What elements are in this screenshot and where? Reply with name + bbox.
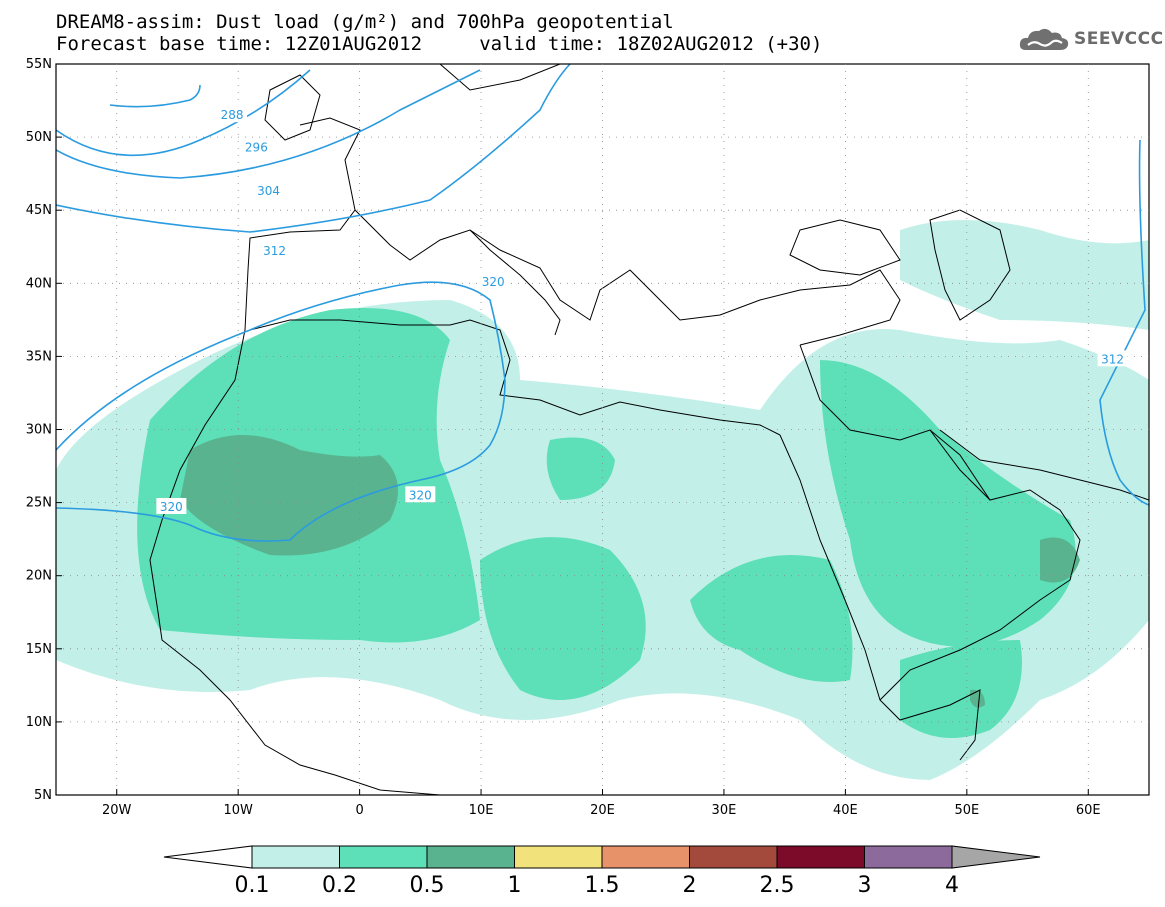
colorbar-under-triangle <box>163 845 253 869</box>
coastline-africa-europe <box>149 117 441 795</box>
colorbar-segment <box>689 845 778 869</box>
seevccc-logo: SEEVCCC <box>1018 22 1164 56</box>
contour-label-bg <box>241 138 272 155</box>
contour-label: 320 <box>482 275 505 289</box>
colorbar-over-triangle <box>951 845 1041 869</box>
contour-label: 288 <box>221 108 244 122</box>
coastline-scandinavia <box>439 64 561 91</box>
lon-tick-label: 0 <box>355 803 363 818</box>
contour-label: 320 <box>160 500 183 514</box>
lat-tick-label: 15N <box>26 642 52 657</box>
colorbar-label: 0.2 <box>322 873 357 898</box>
dust-area-0.5-oman <box>1040 537 1080 583</box>
dust-area-0.2-sudan <box>690 555 853 682</box>
contour-label-bg <box>156 497 187 514</box>
colorbar-label: 3 <box>858 873 872 898</box>
lon-tick-label: 10W <box>223 803 253 818</box>
coastlines <box>149 64 1149 795</box>
colorbar-label: 1.5 <box>585 873 620 898</box>
contour-label-bg <box>253 182 284 199</box>
colorbar-label: 2 <box>683 873 697 898</box>
lon-tick-label: 30E <box>712 803 737 818</box>
colorbar-label: 0.5 <box>410 873 445 898</box>
lon-tick-label: 60E <box>1076 803 1101 818</box>
contour-296 <box>56 69 311 157</box>
contour-304 <box>56 69 481 179</box>
colorbar-label: 1 <box>508 873 522 898</box>
longitude-axis: 20W 10W 0 10E 20E 30E 40E 50E 60E <box>102 789 1101 818</box>
contour-label-bg <box>478 272 509 289</box>
lat-tick-label: 20N <box>26 569 52 584</box>
dust-area-0.2-libya <box>546 437 615 500</box>
coastline-british-isles <box>264 74 321 141</box>
lat-tick-label: 35N <box>26 349 52 364</box>
coastline-persian-gulf <box>929 429 991 501</box>
lon-tick-label: 20W <box>102 803 132 818</box>
lat-tick-label: 45N <box>26 203 52 218</box>
map-subtitle: Forecast base time: 12Z01AUG2012 valid t… <box>56 33 823 55</box>
lat-tick-label: 40N <box>26 276 52 291</box>
cloud-icon <box>1019 28 1069 50</box>
contour-320-north <box>56 281 506 542</box>
lon-tick-label: 40E <box>833 803 858 818</box>
coastline-caspian <box>929 209 1011 321</box>
coastline-italy <box>469 229 561 336</box>
colorbar-segment <box>426 845 515 869</box>
lat-tick-label: 25N <box>26 496 52 511</box>
graticule <box>56 64 1149 795</box>
logo-text: SEEVCCC <box>1074 29 1164 49</box>
contour-labels: 288 296 304 312 320 320 320 312 <box>156 106 1128 514</box>
colorbar-segment <box>251 845 340 869</box>
contour-312-east <box>1099 139 1149 506</box>
contour-label: 320 <box>409 488 432 502</box>
lon-tick-label: 50E <box>954 803 979 818</box>
coastline-black-sea <box>789 219 901 276</box>
contour-label-bg <box>1097 350 1128 367</box>
colorbar-segment <box>514 845 603 869</box>
colorbar-label: 4 <box>945 873 959 898</box>
colorbar-segment <box>339 845 428 869</box>
latitude-axis: 55N 50N 45N 40N 35N 30N 25N 20N 15N 10N 5N <box>26 57 62 803</box>
contour-label-bg <box>259 242 290 259</box>
dust-area-0.5-sahara <box>180 435 398 556</box>
contour-288 <box>109 84 201 108</box>
contour-label-bg <box>405 486 436 503</box>
lat-tick-label: 5N <box>34 788 52 803</box>
lat-tick-label: 50N <box>26 130 52 145</box>
colorbar-segment <box>776 845 865 869</box>
coastline-arabia <box>799 344 1081 701</box>
contour-label: 296 <box>245 140 268 154</box>
lat-tick-label: 10N <box>26 715 52 730</box>
lat-tick-label: 55N <box>26 57 52 72</box>
colorbar-segment <box>864 845 953 869</box>
contour-label: 312 <box>263 244 286 258</box>
dust-area-0.2-somalia <box>900 640 1022 738</box>
dust-area-0.2-chad <box>480 537 646 700</box>
dust-area-0.2-arabia <box>820 360 1076 647</box>
coastline-europe-south <box>354 209 901 346</box>
lat-tick-label: 30N <box>26 423 52 438</box>
colorbar: 0.1 0.2 0.5 1 1.5 2 2.5 3 4 <box>163 845 1041 898</box>
contour-312 <box>56 64 571 233</box>
dust-area-0.1-caspian <box>900 220 1149 330</box>
colorbar-label: 0.1 <box>235 873 270 898</box>
colorbar-segment <box>601 845 690 869</box>
lon-tick-label: 20E <box>590 803 615 818</box>
coastline-iran <box>939 429 1149 501</box>
geopotential-contours <box>56 64 1149 542</box>
lon-tick-label: 10E <box>469 803 494 818</box>
contour-label-bg <box>217 106 248 123</box>
colorbar-label: 2.5 <box>760 873 795 898</box>
map-title: DREAM8-assim: Dust load (g/m²) and 700hP… <box>56 11 674 33</box>
contour-label: 304 <box>257 184 280 198</box>
dust-area-0.5-horn <box>970 689 985 708</box>
contour-label: 312 <box>1101 352 1124 366</box>
